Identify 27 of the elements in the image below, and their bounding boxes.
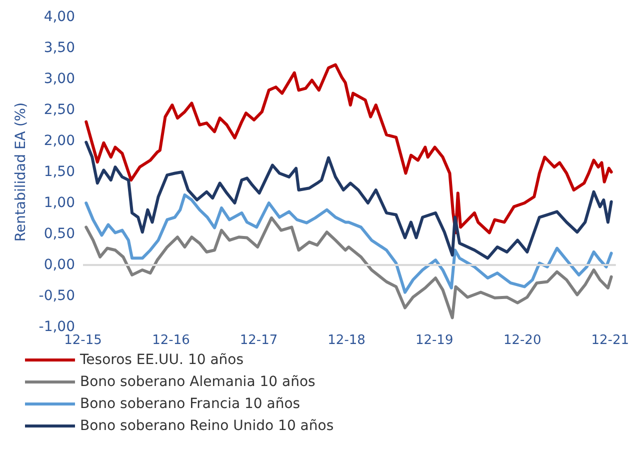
legend-label: Tesoros EE.UU. 10 años xyxy=(79,352,244,368)
line-series xyxy=(84,193,613,294)
y-tick-label: 2,50 xyxy=(44,102,75,118)
y-tick-label: 2,00 xyxy=(44,133,75,149)
y-tick-label: 1,50 xyxy=(44,164,75,180)
line-series xyxy=(84,140,613,260)
legend-label: Bono soberano Alemania 10 años xyxy=(80,374,316,390)
y-tick-label: 3,00 xyxy=(44,71,75,87)
x-tick-label: 12-21 xyxy=(591,333,630,348)
y-axis-title: Rentabilidad EA (%) xyxy=(12,102,29,242)
y-tick-label: 3,50 xyxy=(44,40,75,56)
legend-label: Bono soberano Reino Unido 10 años xyxy=(80,418,334,434)
y-tick-label: 1,00 xyxy=(44,195,75,211)
x-tick-label: 12-17 xyxy=(240,333,278,348)
legend-label: Bono soberano Francia 10 años xyxy=(80,396,300,412)
line-series xyxy=(84,216,613,320)
x-tick-label: 12-15 xyxy=(64,333,102,348)
y-tick-label: 4,00 xyxy=(44,9,75,25)
line-series xyxy=(84,63,613,234)
y-tick-label: 0,00 xyxy=(44,257,75,273)
y-tick-label: -1,00 xyxy=(38,319,75,335)
x-tick-label: 12-19 xyxy=(415,333,454,348)
x-tick-label: 12-20 xyxy=(503,333,542,348)
y-tick-label: -0,50 xyxy=(38,288,75,304)
y-tick-label: 0,50 xyxy=(44,226,75,242)
x-tick-label: 12-16 xyxy=(152,333,190,348)
x-tick-label: 12-18 xyxy=(328,333,366,348)
